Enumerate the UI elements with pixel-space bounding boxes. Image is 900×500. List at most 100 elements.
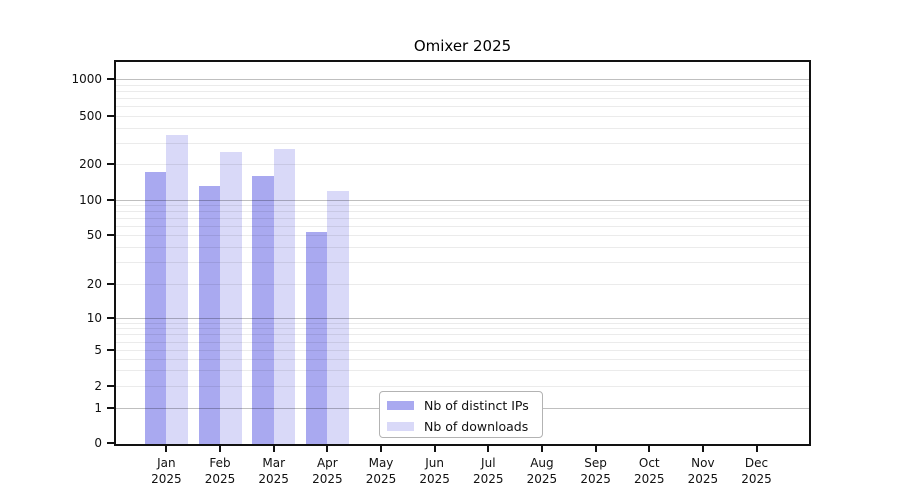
legend-swatch-distinct-ips (387, 400, 414, 410)
gridline (116, 262, 809, 264)
gridline (116, 322, 809, 324)
gridline (116, 370, 809, 372)
legend-label-distinct-ips: Nb of distinct IPs (424, 397, 529, 413)
gridline (116, 246, 809, 248)
x-tick-label: Jul 2025 (456, 455, 520, 487)
x-tick-mark (165, 446, 168, 452)
x-tick-month: Sep (584, 456, 607, 470)
x-tick-year: 2025 (151, 472, 182, 486)
x-tick-label: Dec 2025 (725, 455, 789, 487)
x-tick-month: Oct (638, 456, 660, 470)
x-tick-mark (487, 446, 490, 452)
x-tick-month: Mar (262, 456, 285, 470)
bar (220, 152, 242, 444)
x-tick-month: Jun (425, 456, 445, 470)
x-tick-mark (272, 446, 275, 452)
x-tick-label: Jun 2025 (403, 455, 467, 487)
gridline (116, 127, 809, 129)
x-tick-mark (380, 446, 382, 452)
y-tick-mark (107, 317, 114, 319)
y-tick-label: 100 (79, 193, 102, 207)
x-tick-month: Nov (691, 456, 715, 470)
gridline (116, 84, 809, 86)
legend-entry-downloads: Nb of downloads (387, 418, 528, 434)
x-tick-month: Apr (316, 456, 338, 470)
x-tick-month: Dec (744, 456, 769, 470)
x-tick-label: Mar 2025 (242, 455, 306, 487)
y-tick-label: 200 (79, 157, 102, 171)
bar (327, 190, 349, 444)
bar (144, 172, 167, 444)
y-tick-mark (107, 78, 114, 80)
gridline (116, 200, 809, 201)
y-tick-mark (107, 163, 114, 165)
y-tick-mark (107, 349, 114, 351)
x-tick-year: 2025 (419, 472, 450, 486)
x-tick-month: Jul (481, 456, 496, 470)
bar (273, 149, 296, 444)
y-tick-mark (107, 385, 114, 387)
x-tick-mark (648, 446, 651, 452)
gridline (116, 358, 809, 360)
x-tick-year: 2025 (687, 472, 719, 486)
gridline (116, 90, 809, 92)
x-tick-year: 2025 (204, 472, 236, 486)
bar (198, 186, 221, 444)
gridline (116, 142, 809, 144)
x-tick-label: Sep 2025 (564, 455, 628, 487)
bar (252, 175, 274, 444)
gridline (116, 350, 809, 351)
chart-title: Omixer 2025 (413, 37, 512, 55)
x-tick-year: 2025 (365, 472, 397, 486)
bar (305, 232, 328, 444)
gridline (116, 334, 809, 336)
y-tick-label: 1000 (71, 72, 102, 86)
x-tick-mark (755, 446, 758, 452)
gridline (116, 341, 809, 343)
x-tick-year: 2025 (473, 472, 504, 486)
x-tick-year: 2025 (741, 472, 772, 486)
gridline (116, 328, 809, 330)
x-tick-label: Jan 2025 (134, 455, 198, 487)
x-tick-month: Feb (209, 456, 231, 470)
legend-label-downloads: Nb of downloads (424, 418, 529, 434)
x-tick-year: 2025 (312, 472, 343, 486)
x-tick-mark (433, 446, 436, 452)
plot-area (114, 60, 811, 446)
y-tick-mark (107, 283, 114, 285)
x-tick-mark (594, 446, 597, 452)
x-tick-label: Nov 2025 (671, 455, 735, 487)
y-tick-label: 10 (86, 311, 102, 325)
y-tick-label: 0 (94, 436, 102, 450)
gridline (116, 205, 809, 207)
x-tick-year: 2025 (258, 472, 289, 486)
gridline (116, 218, 809, 219)
x-tick-mark (701, 446, 704, 452)
gridline (116, 284, 809, 285)
gridline (116, 164, 809, 165)
y-tick-label: 50 (86, 228, 102, 242)
y-tick-label: 2 (94, 379, 102, 393)
bar (166, 134, 188, 444)
y-tick-mark (107, 442, 114, 444)
gridline (116, 318, 809, 319)
y-tick-label: 1 (94, 401, 102, 415)
y-tick-mark (107, 234, 114, 236)
x-tick-mark (540, 446, 543, 452)
legend-swatch-downloads (387, 421, 414, 431)
x-tick-year: 2025 (633, 472, 665, 486)
x-tick-label: Aug 2025 (510, 455, 574, 487)
x-tick-year: 2025 (580, 472, 611, 486)
x-tick-label: Apr 2025 (295, 455, 359, 487)
gridline (116, 98, 809, 100)
x-tick-mark (326, 446, 329, 452)
x-tick-month: Jan (157, 456, 176, 470)
y-tick-label: 5 (94, 343, 102, 357)
legend-entry-distinct-ips: Nb of distinct IPs (387, 397, 529, 413)
gridline (116, 116, 809, 117)
y-tick-label: 20 (86, 277, 102, 291)
x-tick-label: Oct 2025 (617, 455, 681, 487)
gridline (116, 386, 809, 387)
x-tick-month: May (368, 456, 394, 470)
gridline (116, 225, 809, 227)
